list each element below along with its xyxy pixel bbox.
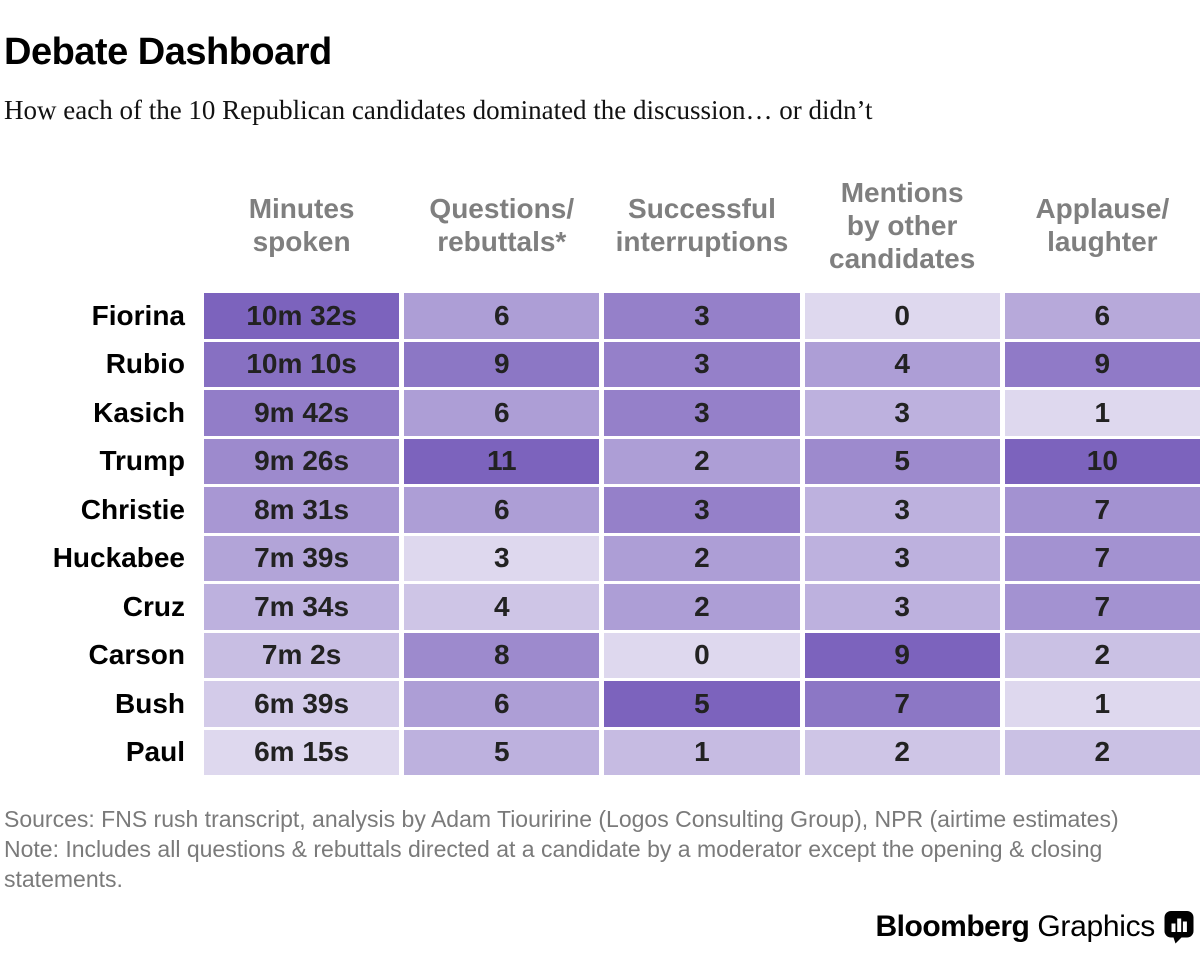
cell-trump-applause: 10 (1004, 438, 1200, 484)
cell-bush-applause: 1 (1004, 681, 1200, 727)
candidate-label-fiorina: Fiorina (91, 299, 185, 331)
cell-cruz-interruptions: 2 (604, 584, 800, 630)
bloomberg-wordmark: Bloomberg (875, 910, 1030, 943)
cell-kasich-questions: 6 (404, 390, 600, 436)
cell-rubio-applause: 9 (1004, 341, 1200, 387)
cell-paul-questions: 5 (404, 729, 600, 775)
cell-carson-questions: 8 (404, 632, 600, 678)
cell-paul-applause: 2 (1004, 729, 1200, 775)
cell-cruz-questions: 4 (404, 584, 600, 630)
candidate-label-paul: Paul (125, 736, 185, 768)
cell-carson-interruptions: 0 (604, 632, 800, 678)
heatmap-table: Fiorina 10m 32s 6 3 0 6 Rubio 10m 10s 9 3 4 9 Kasich… (0, 293, 1200, 775)
column-headers-row: Minutes spoken Questions/rebuttals* Success… (0, 175, 1200, 275)
cell-cruz-minutes: 7m 34s (204, 584, 400, 630)
footer-note: Note: Includes all questions & rebuttals… (4, 836, 1103, 892)
column-header-questions: Questions/rebuttals* (429, 193, 575, 257)
cell-huckabee-minutes: 7m 39s (204, 535, 400, 581)
candidate-label-bush: Bush (115, 687, 185, 719)
graphics-wordmark: Graphics (1037, 910, 1155, 943)
cell-christie-applause: 7 (1004, 487, 1200, 533)
candidate-label-kasich: Kasich (93, 396, 185, 428)
cell-kasich-applause: 1 (1004, 390, 1200, 436)
cell-rubio-mentions: 4 (804, 341, 1000, 387)
cell-huckabee-mentions: 3 (804, 535, 1000, 581)
page-title: Debate Dashboard (4, 31, 332, 73)
cell-christie-questions: 6 (404, 487, 600, 533)
cell-carson-mentions: 9 (804, 632, 1000, 678)
cell-paul-interruptions: 1 (604, 729, 800, 775)
candidate-label-trump: Trump (99, 445, 185, 477)
cell-kasich-interruptions: 3 (604, 390, 800, 436)
column-header-applause: Applause/laughter (1035, 193, 1170, 257)
cell-trump-mentions: 5 (804, 438, 1000, 484)
cell-paul-mentions: 2 (804, 729, 1000, 775)
cell-carson-minutes: 7m 2s (204, 632, 400, 678)
cell-cruz-applause: 7 (1004, 584, 1200, 630)
cell-fiorina-questions: 6 (404, 293, 600, 339)
cell-bush-mentions: 7 (804, 681, 1000, 727)
candidate-label-rubio: Rubio (105, 348, 185, 380)
cell-bush-interruptions: 5 (604, 681, 800, 727)
cell-kasich-minutes: 9m 42s (204, 390, 400, 436)
candidate-label-huckabee: Huckabee (52, 542, 185, 574)
page-subtitle: How each of the 10 Republican candidates… (4, 95, 873, 125)
footer-sources: Sources: FNS rush transcript, analysis b… (4, 806, 1119, 832)
column-header-interruptions: Successful interruptions (615, 193, 789, 257)
cell-paul-minutes: 6m 15s (204, 729, 400, 775)
cell-christie-interruptions: 3 (604, 487, 800, 533)
cell-huckabee-questions: 3 (404, 535, 600, 581)
cell-trump-questions: 11 (404, 438, 600, 484)
candidate-label-carson: Carson (88, 639, 185, 671)
cell-trump-minutes: 9m 26s (204, 438, 400, 484)
cell-trump-interruptions: 2 (604, 438, 800, 484)
cell-cruz-mentions: 3 (804, 584, 1000, 630)
candidate-label-christie: Christie (80, 493, 185, 525)
cell-fiorina-interruptions: 3 (604, 293, 800, 339)
cell-rubio-minutes: 10m 10s (204, 341, 400, 387)
cell-fiorina-mentions: 0 (804, 293, 1000, 339)
cell-christie-minutes: 8m 31s (204, 487, 400, 533)
column-header-mentions: Mentions by other candidates (829, 176, 976, 274)
cell-huckabee-applause: 7 (1004, 535, 1200, 581)
bar-chart-bubble-icon (1164, 910, 1194, 944)
cell-bush-minutes: 6m 39s (204, 681, 400, 727)
cell-christie-mentions: 3 (804, 487, 1000, 533)
candidate-label-cruz: Cruz (122, 590, 185, 622)
bloomberg-logo: Bloomberg Graphics (876, 910, 1195, 944)
cell-fiorina-minutes: 10m 32s (204, 293, 400, 339)
footer-notes: Sources: FNS rush transcript, analysis b… (4, 804, 1200, 894)
cell-huckabee-interruptions: 2 (604, 535, 800, 581)
cell-fiorina-applause: 6 (1004, 293, 1200, 339)
cell-rubio-interruptions: 3 (604, 341, 800, 387)
cell-bush-questions: 6 (404, 681, 600, 727)
cell-carson-applause: 2 (1004, 632, 1200, 678)
cell-rubio-questions: 9 (404, 341, 600, 387)
cell-kasich-mentions: 3 (804, 390, 1000, 436)
column-header-minutes: Minutes spoken (248, 193, 355, 257)
